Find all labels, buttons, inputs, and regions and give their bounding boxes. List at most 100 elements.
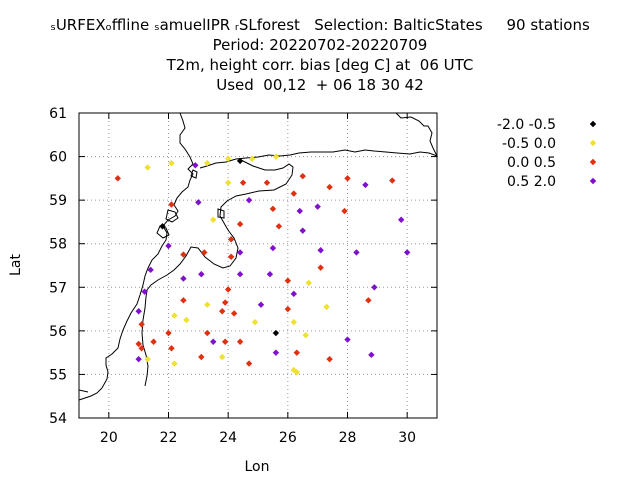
y-tick-label: 57 <box>49 280 67 296</box>
station-point <box>159 223 166 230</box>
station-point <box>389 177 396 184</box>
station-point <box>284 277 292 284</box>
y-tick-label: 55 <box>49 367 67 383</box>
legend-label: -2.0 -0.5 <box>497 117 556 133</box>
title-line-2: Period: 20220702-20220709 <box>212 36 428 54</box>
station-point <box>296 207 303 215</box>
title-line-3: T2m, height corr. bias [deg C] at 06 UTC <box>166 56 474 74</box>
station-point <box>171 360 178 367</box>
station-point <box>198 271 205 278</box>
station-point <box>317 247 324 254</box>
station-point <box>219 308 226 315</box>
y-tick-label: 59 <box>49 193 67 209</box>
station-point <box>245 360 253 367</box>
station-point <box>365 297 372 304</box>
y-tick-label: 54 <box>49 411 67 427</box>
station-point <box>168 201 175 208</box>
station-point <box>198 353 205 361</box>
station-point <box>180 297 187 304</box>
station-point <box>398 216 405 223</box>
station-point <box>236 338 244 345</box>
station-point <box>168 345 175 352</box>
plot-frame <box>78 112 438 419</box>
grid-lines <box>79 112 437 419</box>
station-point <box>204 329 211 337</box>
legend-marker <box>589 177 597 185</box>
station-point <box>353 249 360 256</box>
station-point <box>165 329 172 337</box>
station-point <box>138 345 145 352</box>
y-tick-label: 61 <box>49 106 67 122</box>
station-point <box>248 155 256 162</box>
station-point <box>138 321 145 328</box>
station-point <box>272 153 280 160</box>
station-point <box>210 338 217 345</box>
station-point <box>180 275 187 282</box>
station-point <box>141 288 148 295</box>
title-line-4: Used 00,12 + 06 18 30 42 <box>216 76 424 94</box>
station-point <box>236 271 244 278</box>
y-tick-label: 56 <box>49 324 67 340</box>
station-point <box>326 355 333 363</box>
station-point <box>290 190 297 197</box>
x-tick-label: 30 <box>398 430 416 446</box>
station-point <box>362 181 369 189</box>
station-point <box>236 249 244 256</box>
station-point <box>224 155 232 162</box>
station-point <box>368 351 375 359</box>
station-point <box>341 207 348 215</box>
x-tick-label: 24 <box>219 430 237 446</box>
station-point <box>227 236 235 243</box>
legend-marker <box>589 139 597 147</box>
station-point <box>299 172 306 180</box>
station-point <box>224 286 232 293</box>
station-point <box>344 175 351 182</box>
legend-label: 0.0 0.5 <box>507 155 556 171</box>
station-point <box>201 249 208 256</box>
station-point <box>135 308 142 315</box>
x-tick-label: 28 <box>339 430 357 446</box>
station-point <box>171 312 178 319</box>
station-point <box>227 253 235 260</box>
legend-label: -0.5 0.0 <box>502 136 556 152</box>
station-point <box>272 329 280 337</box>
station-point <box>403 249 411 256</box>
station-point <box>302 332 309 339</box>
y-tick-label: 60 <box>49 150 67 166</box>
station-point <box>263 179 271 186</box>
station-point <box>135 355 142 363</box>
station-point <box>204 159 211 167</box>
station-point <box>204 301 211 308</box>
station-point <box>236 220 244 228</box>
station-point <box>290 318 297 326</box>
data-points <box>114 153 411 376</box>
x-tick-label: 22 <box>160 430 178 446</box>
coastline <box>78 112 439 401</box>
station-point <box>290 290 297 298</box>
station-point <box>135 340 142 348</box>
station-point <box>326 183 333 191</box>
station-point <box>114 175 121 182</box>
x-axis-label: Lon <box>245 459 270 475</box>
y-tick-label: 58 <box>49 237 67 253</box>
legend-marker <box>589 158 597 166</box>
legend: -2.0 -0.5 -0.5 0.0 0.0 0.5 0.5 2.0 <box>497 117 597 190</box>
station-point <box>230 310 238 317</box>
y-axis-label: Lat <box>8 254 24 276</box>
axes-frame <box>78 112 438 419</box>
station-point <box>219 353 226 361</box>
station-point <box>275 223 283 230</box>
station-point <box>144 355 151 363</box>
station-point <box>314 203 321 210</box>
station-point <box>168 159 175 167</box>
station-point <box>284 305 292 313</box>
station-point <box>251 318 259 326</box>
station-point <box>236 157 244 165</box>
legend-label: 0.5 2.0 <box>507 174 556 190</box>
station-point <box>224 179 232 186</box>
station-point <box>293 369 300 376</box>
station-point <box>183 316 190 324</box>
station-point <box>192 162 199 169</box>
station-point <box>257 301 265 308</box>
station-point <box>147 266 154 274</box>
